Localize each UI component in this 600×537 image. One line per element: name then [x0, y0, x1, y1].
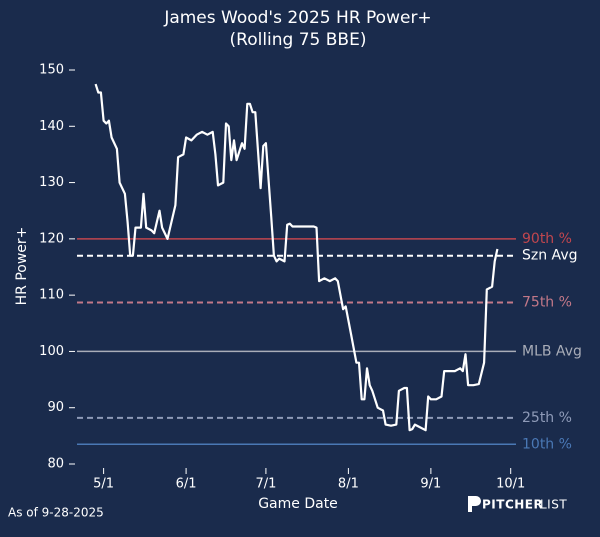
y-tick-label: 110 — [39, 288, 64, 303]
reference-label: 75th % — [522, 294, 572, 310]
y-tick-label: 120 — [39, 231, 64, 246]
reference-label: 10th % — [522, 436, 572, 452]
y-tick-label: 140 — [39, 119, 64, 134]
y-tick-label: 90 — [47, 400, 64, 415]
footnote: As of 9-28-2025 — [8, 506, 104, 520]
x-tick-label: 5/1 — [93, 477, 114, 492]
reference-label: MLB Avg — [522, 343, 582, 359]
brand-icon — [468, 496, 481, 512]
y-tick-label: 150 — [39, 63, 64, 78]
y-tick-label: 130 — [39, 175, 64, 190]
x-tick-label: 7/1 — [255, 477, 276, 492]
chart-title: James Wood's 2025 HR Power+ — [163, 8, 431, 28]
x-axis-label: Game Date — [258, 496, 338, 512]
chart-subtitle: (Rolling 75 BBE) — [230, 30, 367, 50]
reference-label: Szn Avg — [522, 248, 578, 264]
data-line — [94, 83, 499, 432]
x-tick-label: 9/1 — [420, 477, 441, 492]
y-axis-label: HR Power+ — [14, 227, 30, 306]
reference-label: 25th % — [522, 410, 572, 426]
y-tick-label: 80 — [47, 457, 64, 472]
brand-logo: PITCHER LIST — [468, 496, 567, 512]
x-tick-label: 6/1 — [176, 477, 197, 492]
reference-label: 90th % — [522, 231, 572, 247]
x-tick-label: 10/1 — [496, 477, 525, 492]
x-tick-label: 8/1 — [338, 477, 359, 492]
y-tick-label: 100 — [39, 344, 64, 359]
brand-bold: PITCHER — [482, 498, 543, 512]
brand-light: LIST — [540, 498, 567, 512]
